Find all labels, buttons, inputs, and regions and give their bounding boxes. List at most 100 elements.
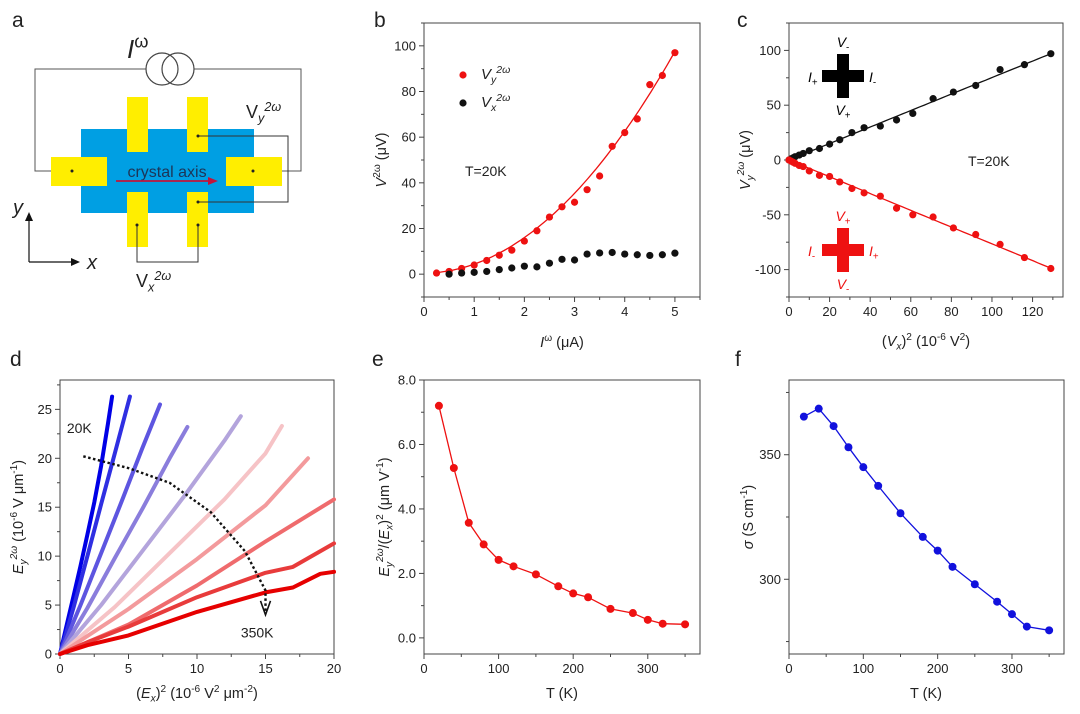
data-point — [628, 609, 637, 618]
data-point — [805, 167, 813, 175]
terminal-right: I- — [869, 69, 876, 89]
y-tick-label: 0 — [409, 267, 416, 282]
x-tick-label: 20 — [822, 304, 836, 319]
data-point — [949, 224, 958, 232]
label-segment: + — [873, 252, 879, 263]
x-tick-label: 3 — [571, 304, 578, 319]
label-segment: V — [136, 271, 148, 291]
label-segment: 2 — [161, 684, 167, 695]
data-point — [949, 88, 958, 96]
data-point — [508, 264, 516, 272]
x-tick-label: 0 — [785, 661, 792, 676]
plot-frame — [788, 379, 1065, 655]
series-line — [58, 424, 284, 656]
label-segment: V — [481, 94, 493, 111]
data-point — [848, 129, 856, 137]
series-line — [438, 405, 686, 625]
data-point — [608, 248, 616, 257]
data-point — [483, 256, 491, 265]
label-segment: x — [385, 524, 396, 531]
data-point — [570, 198, 579, 206]
data-series — [434, 401, 690, 629]
terminal-bottom: V+ — [835, 102, 850, 122]
label-segment: y — [490, 74, 497, 86]
label-20K: 20K — [67, 420, 93, 436]
x-tick-label: 200 — [927, 661, 949, 676]
data-point — [445, 270, 453, 278]
panel-label-c: c — [737, 9, 748, 32]
y-axis-label: V2ω (μV) — [372, 133, 390, 188]
label-segment: ) — [901, 334, 906, 350]
data-point — [1047, 264, 1055, 273]
chart-f: 0 100 200 300 300 350 T (K) σ (S cm-1) — [739, 379, 1065, 702]
x-tick-label: 100 — [488, 661, 510, 676]
data-point — [434, 401, 443, 410]
y-tick-label: 350 — [759, 447, 781, 462]
legend-item: Vy2ω — [459, 64, 510, 86]
data-point — [933, 546, 942, 555]
panel-label-b: b — [374, 9, 386, 32]
data-point — [658, 619, 667, 628]
label-segment: V — [835, 208, 846, 224]
label-segment: (μA) — [552, 335, 584, 351]
y-tick-label: 100 — [759, 43, 781, 58]
label-segment: I — [127, 34, 134, 64]
label-segment: V — [738, 179, 754, 190]
terminal-left: I+ — [808, 69, 818, 89]
data-series — [58, 394, 336, 656]
axes: 0 5 10 15 20 0 5 10 15 20 25 — [38, 384, 341, 676]
series-line — [58, 425, 190, 656]
data-point — [929, 213, 937, 221]
x-tick-label: 10 — [190, 661, 204, 676]
y-tick-label: 2.0 — [398, 566, 416, 581]
x-tick-label: 300 — [1001, 661, 1023, 676]
data-point — [948, 562, 957, 571]
x-tick-label: 40 — [863, 304, 877, 319]
label-segment: E — [377, 567, 393, 577]
data-point — [892, 116, 901, 124]
label-segment: I — [808, 69, 812, 85]
y-tick-label: 10 — [38, 549, 52, 564]
label-segment: E — [11, 564, 27, 574]
x-axis-label: (Vx)2 (10-6 V2) — [882, 332, 970, 352]
label-segment: -1 — [9, 464, 20, 473]
label-segment: I — [869, 69, 873, 85]
label-segment: - — [846, 285, 849, 296]
data-point — [1045, 626, 1054, 635]
label-segment: 2ω — [9, 546, 20, 561]
x-axis-label: (Ex)2 (10-6 V2 μm-2) — [136, 684, 258, 704]
label-segment: -1 — [375, 462, 386, 471]
series-line — [58, 394, 115, 656]
label-segment: (μV) — [738, 130, 754, 162]
label-segment: V — [246, 102, 258, 122]
series-1 — [58, 394, 132, 656]
series-3 — [58, 425, 190, 656]
label-segment: σ — [741, 539, 757, 549]
label-segment: T (K) — [910, 686, 942, 702]
data-point — [520, 262, 528, 270]
label-segment: - — [846, 43, 849, 54]
label-segment: 2ω — [263, 100, 281, 114]
data-point — [859, 463, 868, 472]
data-series — [785, 50, 1055, 273]
label-segment: V — [481, 66, 493, 83]
series-6 — [58, 456, 310, 656]
xy-axes-icon — [25, 212, 80, 266]
data-point — [470, 268, 478, 276]
x-tick-label: 100 — [852, 661, 874, 676]
series-line — [58, 402, 162, 656]
label-segment: (10 — [912, 334, 937, 350]
series-8 — [58, 541, 336, 656]
label-segment: ) — [377, 520, 393, 525]
crystal-axis-label: crystal axis — [127, 164, 206, 181]
label-segment: I — [540, 335, 544, 351]
data-point — [836, 178, 844, 186]
arrow-head-icon — [259, 600, 272, 618]
data-point — [799, 149, 807, 158]
label-segment: ) — [377, 457, 393, 462]
x-tick-label: 4 — [621, 304, 628, 319]
series-7 — [58, 497, 336, 656]
axes: 0 20 40 60 80 100 120 -100 -50 0 50 100 — [755, 22, 1054, 319]
y-axis-label: Vy2ω (μV) — [736, 130, 756, 190]
y-tick-label: 100 — [394, 38, 416, 53]
